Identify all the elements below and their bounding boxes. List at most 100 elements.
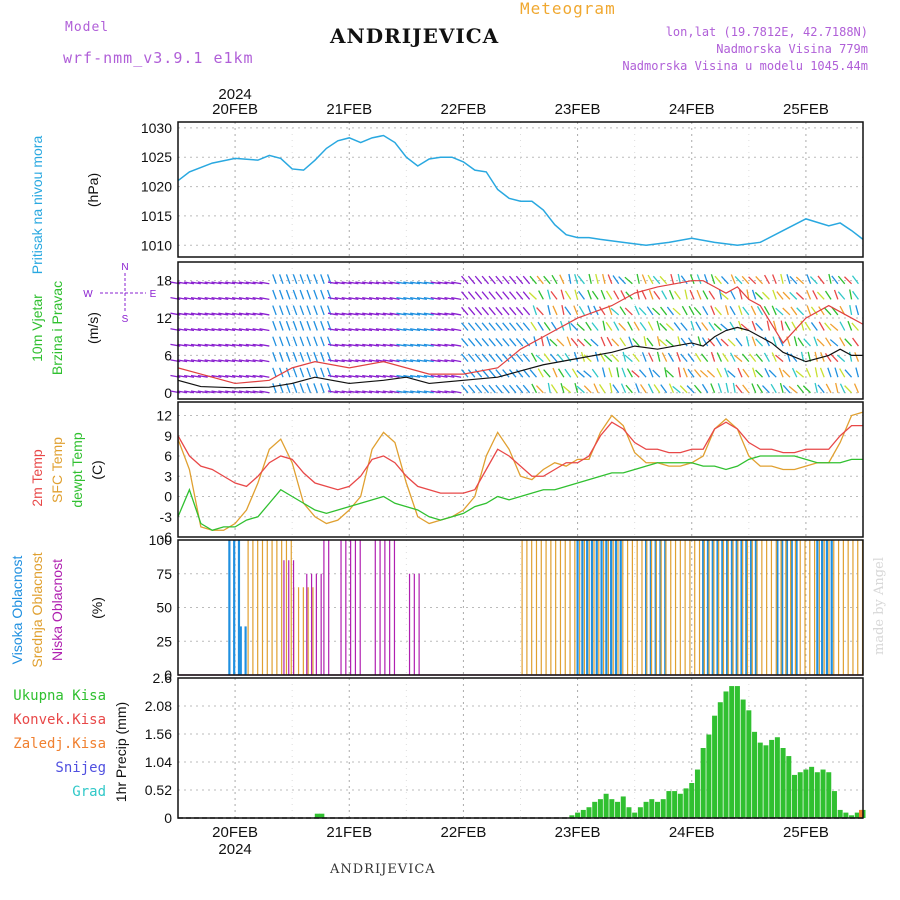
wind-barb (797, 337, 805, 347)
wind-barb (184, 312, 195, 316)
wind-barb (416, 390, 427, 394)
wind-barb (849, 289, 853, 300)
wind-barb (609, 382, 613, 393)
wind-barb (729, 321, 736, 331)
wind-barb (680, 275, 688, 285)
wind-barb (509, 291, 517, 300)
wind-barb (355, 374, 366, 378)
precip-bar (655, 801, 660, 818)
wind-barb (382, 374, 393, 378)
wind-barb (334, 281, 345, 285)
wind-barb (852, 337, 859, 347)
wind-barb (231, 312, 243, 316)
wind-barb (552, 367, 558, 378)
wind-barb (665, 323, 674, 331)
wind-barb (190, 328, 201, 332)
wind-barb (495, 353, 503, 363)
wind-barb (574, 289, 579, 300)
wind-barb (382, 328, 393, 332)
wind-barb (653, 384, 661, 394)
wind-barb (225, 359, 236, 363)
wind-barb (502, 291, 510, 300)
wind-barb (689, 289, 695, 300)
wind-barb (646, 337, 654, 347)
wind-barb (231, 343, 243, 347)
dewpt-temp-line (177, 455, 863, 531)
compass-n: N (121, 262, 128, 273)
wind-barb (292, 305, 298, 316)
lonlat-label: lon,lat (19.7812E, 42.7188N) (665, 25, 868, 39)
wind-barb (839, 337, 846, 347)
precip-bar (809, 766, 815, 818)
wind-barb (362, 343, 373, 347)
wind-barb (197, 359, 208, 363)
wind-barb (285, 305, 291, 316)
wind-barb (549, 338, 558, 347)
wind-barb (218, 359, 229, 363)
wind-barb (285, 274, 291, 285)
model-name: wrf-nmm_v3.9.1 e1km (63, 49, 254, 67)
wind-barb (218, 281, 229, 285)
wind-barb (481, 306, 490, 316)
wind-barb (522, 353, 531, 363)
wind-barb (591, 322, 599, 331)
wind-barb (362, 359, 373, 363)
precip-bar (854, 812, 860, 818)
wind-barb (467, 384, 476, 394)
wind-barb (556, 353, 565, 363)
wind-barb (622, 351, 627, 362)
wind-barb (368, 390, 380, 394)
wind-barb (795, 276, 805, 285)
precip-bar (792, 774, 797, 818)
wind-barb (299, 305, 305, 316)
panel-frame (177, 121, 864, 258)
date-label-top: 24FEB (669, 101, 715, 118)
wind-barb (279, 352, 284, 362)
wind-barb (320, 274, 325, 285)
date-label-bottom: 25FEB (783, 824, 829, 841)
wind-barb (423, 374, 434, 378)
wind-barb (601, 367, 606, 378)
wind-barb (720, 323, 729, 331)
wind-barb (515, 384, 524, 394)
wind-barb (672, 307, 681, 316)
wind-barb (245, 312, 256, 316)
wind-barb (382, 281, 393, 285)
wind-barb (576, 323, 585, 331)
wind-barb (204, 328, 215, 332)
wind-barb (495, 291, 503, 300)
wind-barb (225, 312, 236, 316)
wind-barb (665, 339, 674, 347)
cloud-ylabel-mid: Srednja Oblacnost (29, 552, 45, 667)
wind-gust-line (177, 280, 864, 385)
t2m-line (177, 421, 863, 494)
wind-barb (810, 306, 818, 316)
wind-barb (197, 296, 208, 301)
wind-barb (632, 353, 640, 363)
wind-barb (225, 296, 236, 301)
wind-barb (389, 328, 400, 332)
precip-bar (723, 691, 729, 818)
wind-barb (396, 343, 407, 347)
wind-barb (334, 374, 345, 378)
wind-barb (613, 321, 620, 331)
wind-barb (795, 292, 805, 300)
panel-frame (177, 401, 864, 538)
wind-barb (285, 289, 291, 300)
wind-barb (474, 275, 483, 285)
wind-barb (560, 382, 565, 393)
precip-bar (820, 769, 826, 818)
wind-barb (488, 369, 496, 378)
wind-barb (218, 374, 229, 378)
precip-bar (752, 731, 758, 818)
wind-barb (839, 321, 846, 331)
wind-barb (825, 383, 832, 394)
precip-bar (672, 791, 678, 818)
year-label-top: 2024 (218, 86, 251, 103)
wind-barb (403, 296, 414, 301)
wind-barb (348, 281, 359, 285)
wind-barb (430, 390, 441, 394)
wind-barb (756, 383, 764, 394)
wind-barb (190, 359, 201, 363)
precip-bar (757, 742, 763, 818)
